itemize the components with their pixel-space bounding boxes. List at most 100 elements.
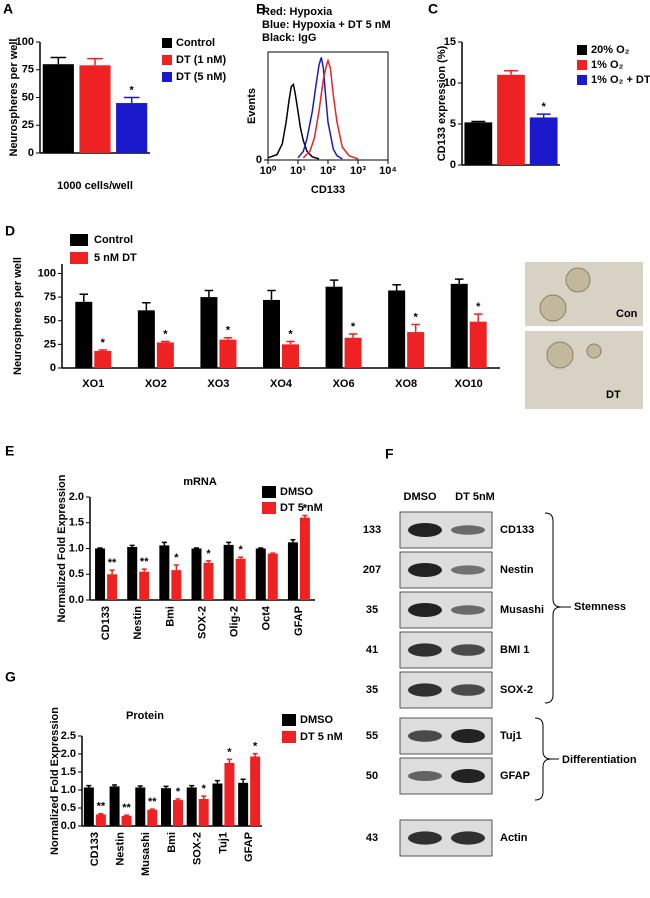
y-axis-label: Events xyxy=(246,88,258,124)
bar xyxy=(263,299,280,368)
bar xyxy=(255,548,266,600)
y-tick-label: 25 xyxy=(44,338,56,350)
x-tick-label: CD133 xyxy=(89,832,101,866)
y-axis-label: Normalized Fold Expression xyxy=(56,474,68,622)
band xyxy=(408,643,442,657)
significance-star: * xyxy=(130,84,135,96)
x-axis-label: 1000 cells/well xyxy=(57,180,133,192)
error-bar xyxy=(454,278,464,284)
legend-label: 1% O₂ xyxy=(591,59,624,71)
y-tick-label: 0 xyxy=(50,362,56,374)
bar xyxy=(497,74,525,165)
error-bar xyxy=(124,814,130,816)
x-tick-label: GFAP xyxy=(243,832,255,862)
bar xyxy=(171,570,182,600)
y-tick-label: 1.0 xyxy=(61,784,76,796)
band xyxy=(451,684,485,696)
bar xyxy=(212,783,223,826)
bar xyxy=(529,117,558,165)
bar xyxy=(223,544,234,600)
band xyxy=(451,644,485,656)
significance-star: ** xyxy=(140,556,149,568)
bar xyxy=(198,799,209,826)
error-bar xyxy=(163,785,169,789)
error-bar xyxy=(504,69,518,75)
bar xyxy=(219,339,237,368)
error-bar xyxy=(161,541,167,546)
x-tick-label: Bmi xyxy=(164,606,176,627)
bar xyxy=(464,122,493,165)
error-bar xyxy=(206,560,211,563)
significance-star: * xyxy=(227,746,232,758)
y-tick-label: 0.0 xyxy=(69,594,84,606)
lane-label: DT 5nM xyxy=(455,491,495,503)
bar xyxy=(224,763,235,826)
y-tick-label: 75 xyxy=(22,64,34,76)
error-bar xyxy=(411,323,420,333)
bar xyxy=(287,542,298,600)
significance-star: * xyxy=(206,548,211,560)
error-bar xyxy=(201,795,207,799)
significance-star: * xyxy=(476,301,481,313)
bar xyxy=(121,815,132,826)
band xyxy=(408,730,442,742)
bar xyxy=(75,301,93,368)
bar xyxy=(186,787,197,826)
bar xyxy=(107,574,118,600)
y-tick-label: 0 xyxy=(256,154,262,166)
bar xyxy=(42,64,74,153)
significance-star: ** xyxy=(148,796,157,808)
molecular-weight: 207 xyxy=(363,564,381,576)
legend-label: DMSO xyxy=(280,486,313,498)
bar xyxy=(79,65,111,153)
error-bar xyxy=(189,784,195,788)
error-bar xyxy=(98,349,108,351)
error-bar xyxy=(270,552,276,554)
bar xyxy=(299,517,310,600)
significance-star: * xyxy=(542,101,547,113)
panel-letter: A xyxy=(3,1,13,17)
error-bar xyxy=(97,547,103,549)
significance-star: * xyxy=(414,311,419,323)
band xyxy=(451,605,485,615)
y-tick-label: 1.5 xyxy=(69,517,84,529)
x-tick-label: 10⁰ xyxy=(260,165,277,177)
error-bar xyxy=(87,57,103,66)
significance-star: * xyxy=(226,325,231,337)
bar xyxy=(147,809,158,826)
y-tick-label: 1.0 xyxy=(69,542,84,554)
histogram-line xyxy=(267,82,320,160)
error-bar xyxy=(98,813,104,815)
x-tick-label: 10² xyxy=(320,165,336,177)
error-bar xyxy=(175,798,181,801)
legend-swatch xyxy=(70,234,88,246)
y-axis-label: Normalized Fold Expression xyxy=(49,707,61,855)
legend-swatch xyxy=(262,502,276,514)
error-bar xyxy=(149,808,155,810)
molecular-weight: 41 xyxy=(366,644,378,656)
error-bar xyxy=(173,564,179,571)
y-tick-label: 0 xyxy=(450,159,456,171)
bar xyxy=(200,297,218,368)
x-tick-label: XO8 xyxy=(395,378,417,390)
x-tick-label: XO4 xyxy=(270,378,293,390)
legend-label: 5 nM DT xyxy=(94,252,137,264)
y-axis-label: Neurospheres per well xyxy=(8,39,20,157)
error-bar xyxy=(258,547,264,549)
bracket xyxy=(544,512,571,704)
error-bar xyxy=(536,113,551,118)
significance-star: ** xyxy=(108,557,117,569)
y-tick-label: 2.0 xyxy=(61,748,76,760)
error-bar xyxy=(137,785,143,788)
significance-star: * xyxy=(101,337,106,349)
x-tick-label: Musashi xyxy=(140,832,152,876)
sphere xyxy=(546,341,574,369)
significance-star: * xyxy=(303,502,308,514)
y-axis-label: CD133 expression (%) xyxy=(436,45,448,161)
photo-label: Con xyxy=(616,308,638,320)
error-bar xyxy=(240,778,246,783)
x-tick-label: Tuj1 xyxy=(217,832,229,854)
error-bar xyxy=(50,56,67,65)
legend-swatch xyxy=(577,75,587,85)
error-bar xyxy=(226,541,232,545)
